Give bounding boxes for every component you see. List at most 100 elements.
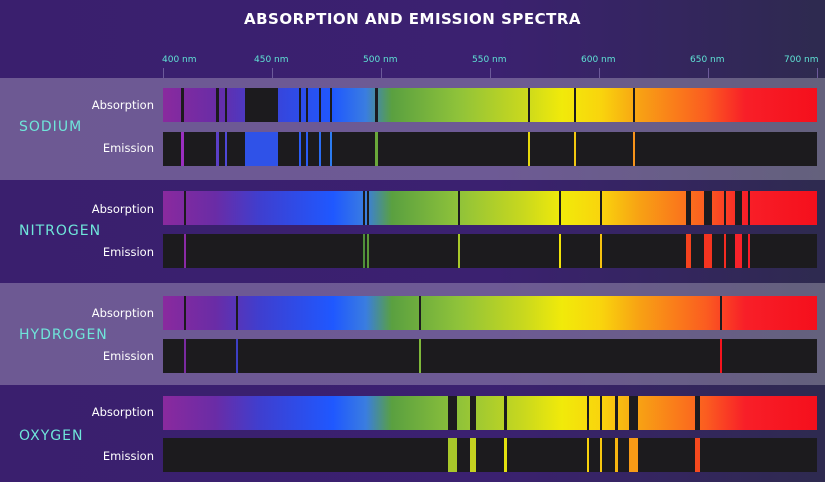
emission-line bbox=[329, 132, 332, 166]
emission-line bbox=[599, 234, 603, 268]
absorption-line bbox=[216, 88, 219, 122]
emission-label: Emission bbox=[102, 449, 154, 463]
element-block-nitrogen: NITROGEN Absorption Emission bbox=[0, 182, 825, 282]
absorption-line bbox=[299, 88, 302, 122]
emission-line bbox=[719, 339, 723, 373]
absorption-line bbox=[183, 296, 186, 330]
axis-tick bbox=[271, 68, 273, 78]
absorption-band bbox=[163, 296, 817, 330]
emission-line bbox=[236, 339, 239, 373]
axis-tick-label: 400 nm bbox=[162, 55, 197, 65]
emission-line bbox=[181, 132, 184, 166]
emission-band bbox=[163, 234, 817, 268]
absorption-band bbox=[163, 88, 817, 122]
emission-band bbox=[163, 438, 817, 472]
emission-line bbox=[632, 132, 636, 166]
absorption-line bbox=[558, 191, 561, 225]
emission-line bbox=[305, 132, 308, 166]
emission-line bbox=[224, 132, 228, 166]
chart-title: ABSORPTION AND EMISSION SPECTRA bbox=[243, 10, 582, 28]
axis-tick bbox=[598, 68, 600, 78]
absorption-line bbox=[329, 88, 332, 122]
emission-line bbox=[735, 234, 743, 268]
axis-tick-label: 700 nm bbox=[784, 55, 819, 65]
absorption-line bbox=[366, 191, 369, 225]
emission-label: Emission bbox=[102, 349, 154, 363]
emission-line bbox=[504, 438, 507, 472]
absorption-label: Absorption bbox=[91, 202, 154, 216]
axis-tick-label: 500 nm bbox=[363, 55, 398, 65]
emission-line bbox=[586, 438, 590, 472]
emission-line bbox=[362, 234, 365, 268]
element-name: OXYGEN bbox=[19, 428, 84, 444]
absorption-line bbox=[694, 396, 700, 430]
absorption-line bbox=[704, 191, 712, 225]
emission-line bbox=[527, 132, 531, 166]
absorption-line bbox=[183, 191, 187, 225]
emission-line bbox=[375, 132, 378, 166]
absorption-line bbox=[629, 396, 639, 430]
absorption-label: Absorption bbox=[91, 98, 154, 112]
emission-line bbox=[694, 438, 700, 472]
absorption-line bbox=[504, 396, 507, 430]
emission-line bbox=[244, 132, 278, 166]
emission-band bbox=[163, 132, 817, 166]
absorption-line bbox=[418, 296, 422, 330]
absorption-line bbox=[244, 88, 278, 122]
absorption-band bbox=[163, 191, 817, 225]
element-name: SODIUM bbox=[19, 119, 83, 135]
emission-line bbox=[704, 234, 712, 268]
absorption-line bbox=[527, 88, 531, 122]
axis-tick bbox=[162, 68, 164, 78]
absorption-line bbox=[362, 191, 365, 225]
absorption-line bbox=[318, 88, 322, 122]
emission-line bbox=[366, 234, 369, 268]
absorption-line bbox=[748, 191, 751, 225]
absorption-line bbox=[724, 191, 727, 225]
element-block-sodium: SODIUM Absorption Emission bbox=[0, 78, 825, 180]
axis-tick-label: 600 nm bbox=[581, 55, 616, 65]
emission-band bbox=[163, 339, 817, 373]
emission-line bbox=[183, 234, 187, 268]
absorption-line bbox=[469, 396, 476, 430]
absorption-line bbox=[719, 296, 723, 330]
absorption-line bbox=[375, 88, 378, 122]
absorption-line bbox=[615, 396, 618, 430]
axis-tick bbox=[380, 68, 382, 78]
emission-label: Emission bbox=[102, 141, 154, 155]
absorption-line bbox=[448, 396, 458, 430]
emission-line bbox=[600, 438, 603, 472]
element-name: NITROGEN bbox=[19, 223, 102, 239]
absorption-band bbox=[163, 396, 817, 430]
emission-line bbox=[558, 234, 561, 268]
emission-line bbox=[458, 234, 461, 268]
absorption-line bbox=[181, 88, 184, 122]
emission-line bbox=[615, 438, 618, 472]
absorption-label: Absorption bbox=[91, 405, 154, 419]
axis-tick bbox=[816, 68, 818, 78]
emission-line bbox=[448, 438, 458, 472]
element-name: HYDROGEN bbox=[19, 327, 108, 343]
absorption-line bbox=[236, 296, 239, 330]
emission-line bbox=[573, 132, 577, 166]
axis-tick bbox=[707, 68, 709, 78]
absorption-label: Absorption bbox=[91, 306, 154, 320]
absorption-line bbox=[600, 396, 603, 430]
absorption-line bbox=[224, 88, 228, 122]
emission-line bbox=[686, 234, 691, 268]
emission-line bbox=[418, 339, 422, 373]
axis-tick-label: 450 nm bbox=[254, 55, 289, 65]
emission-line bbox=[469, 438, 476, 472]
emission-line bbox=[299, 132, 302, 166]
emission-line bbox=[183, 339, 186, 373]
emission-line bbox=[748, 234, 751, 268]
element-block-hydrogen: HYDROGEN Absorption Emission bbox=[0, 283, 825, 385]
absorption-line bbox=[632, 88, 636, 122]
absorption-line bbox=[735, 191, 743, 225]
absorption-line bbox=[599, 191, 603, 225]
emission-line bbox=[724, 234, 727, 268]
absorption-line bbox=[686, 191, 691, 225]
absorption-line bbox=[586, 396, 590, 430]
absorption-line bbox=[573, 88, 577, 122]
emission-line bbox=[629, 438, 639, 472]
